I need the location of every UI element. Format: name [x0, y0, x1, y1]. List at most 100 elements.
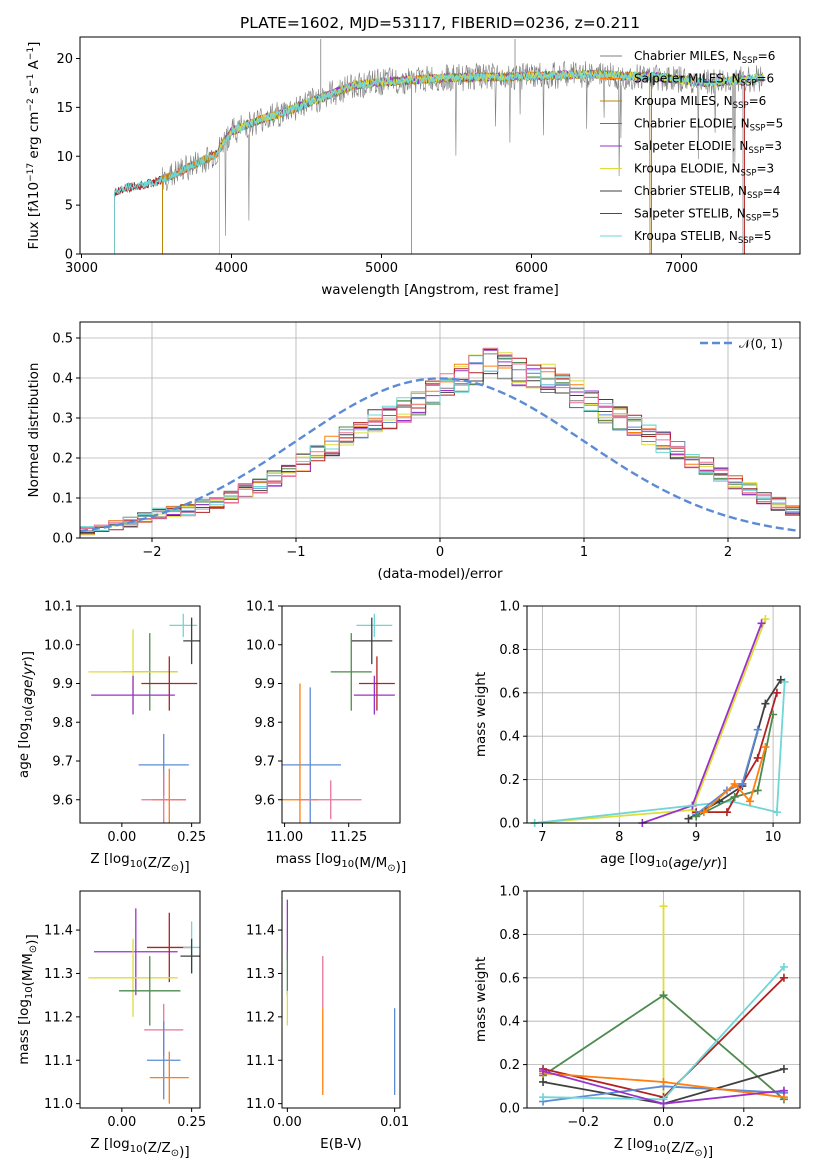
histogram-chabrier-stelib [80, 355, 800, 534]
y-tick-label: 9.9 [52, 677, 73, 692]
y-tick-label: 11.2 [246, 1010, 275, 1025]
weight-line-salpeter-miles [703, 746, 767, 813]
weight-marker [757, 619, 766, 628]
axes-frame [281, 890, 401, 1109]
y-tick-label: 15 [56, 101, 73, 116]
y-tick-label: 10.1 [44, 600, 73, 615]
weight-marker [684, 814, 693, 823]
x-axis-label: Z [log10(Z/Z⊙)] [614, 1136, 713, 1160]
legend-label: Kroupa ELODIE, NSSP=3 [634, 162, 774, 179]
weight-marker [692, 812, 701, 821]
mass-vs-reddening-panel: 0.00 0.01 11.0 11.1 11.2 11.3 11.4 E(B-V) [246, 890, 409, 1152]
age-vs-metallicity-panel: 0.00 0.25 9.6 9.7 9.8 9.9 10.0 10.1 Z [log10(Z/Z… [16, 600, 206, 876]
errorbar-point [330, 633, 372, 711]
weight-marker [699, 808, 708, 817]
weight-marker [659, 991, 668, 1000]
y-axis-label: Flux [fλ10−17 erg cm−2 s−1 A−1] [26, 42, 42, 250]
x-tick-label: 0.00 [107, 830, 136, 845]
y-tick-label: 11.0 [44, 1097, 73, 1112]
weight-marker [769, 710, 778, 719]
weight-marker [779, 973, 788, 982]
y-tick-label: 9.7 [52, 755, 73, 770]
weight-marker [776, 675, 785, 684]
legend: Chabrier MILES, NSSP=6 Salpeter MILES, NS… [600, 49, 783, 246]
errorbar-point [141, 772, 187, 823]
weight-marker [779, 962, 788, 971]
age-vs-mass-panel: 11.00 11.25 9.6 9.7 9.8 9.9 10.0 10.1 mass [log1… [246, 600, 406, 876]
histogram-pink [80, 347, 800, 529]
legend-label: Kroupa MILES, NSSP=6 [634, 94, 766, 111]
spectrum-lines [114, 38, 765, 254]
y-axis-label: mass [log10(M/M⊙)] [16, 934, 40, 1064]
x-axis-label: wavelength [Angstrom, rest frame] [321, 282, 559, 298]
y-tick-label: 11.4 [44, 924, 73, 939]
weight-marker [730, 792, 739, 801]
y-tick-label: 9.6 [254, 793, 275, 808]
x-tick-label: 0.00 [273, 1115, 302, 1130]
y-tick-label: 0.6 [499, 971, 520, 986]
mass-weight-vs-age-panel: 7 8 9 10 0.0 0.2 0.4 0.6 0.8 1.0 age [log10(age/yr… [473, 600, 801, 871]
y-tick-label: 9.6 [52, 793, 73, 808]
weight-marker [539, 1093, 548, 1102]
x-tick-label: 9 [692, 830, 700, 845]
y-tick-label: 0 [65, 248, 73, 263]
weight-marker [753, 753, 762, 762]
y-tick-label: 0.4 [499, 730, 520, 745]
axes-frame [79, 36, 801, 255]
legend-label: Chabrier ELODIE, NSSP=5 [634, 117, 783, 134]
y-tick-label: 0.5 [52, 332, 73, 347]
weight-marker [779, 1086, 788, 1095]
y-axis-label: Normed distribution [26, 363, 42, 498]
weight-marker [746, 797, 755, 806]
y-tick-label: 0.0 [499, 1102, 520, 1117]
spectrum-panel: 3000 4000 5000 6000 7000 0 5 10 15 20 wavelength [… [26, 36, 801, 298]
weight-marker [761, 743, 770, 752]
y-tick-label: 9.7 [254, 755, 275, 770]
y-axis-label: mass weight [473, 957, 489, 1042]
axes-frame [526, 605, 801, 824]
x-tick-label: 0.01 [380, 1115, 409, 1130]
y-tick-label: 11.3 [246, 967, 275, 982]
x-tick-label: 0 [436, 545, 444, 560]
errorbar-point [149, 1051, 189, 1104]
errorbar-point [146, 1021, 181, 1100]
x-tick-label: 0.00 [107, 1115, 136, 1130]
x-tick-label: −2 [142, 545, 161, 560]
y-tick-label: 10.0 [246, 638, 275, 653]
x-tick-label: 0.0 [653, 1115, 674, 1130]
errorbar-point [299, 780, 362, 820]
x-tick-label: 2 [724, 545, 732, 560]
weight-marker [539, 1067, 548, 1076]
x-tick-label: 0.25 [177, 1115, 206, 1130]
x-tick-label: 11.25 [330, 830, 367, 845]
weight-marker [539, 1077, 548, 1086]
errorbar-point [141, 656, 198, 711]
histogram-salpeter-stelib [80, 349, 800, 535]
y-tick-label: 11.4 [246, 924, 275, 939]
errorbar-point [353, 675, 395, 715]
weight-marker [772, 688, 781, 697]
y-tick-label: 9.8 [52, 716, 73, 731]
y-tick-label: 10 [56, 150, 73, 165]
y-axis-label: mass weight [473, 672, 489, 757]
error-bars [282, 613, 395, 823]
weight-marker [761, 699, 770, 708]
y-tick-label: 11.2 [44, 1010, 73, 1025]
y-tick-label: 0.1 [52, 492, 73, 507]
y-tick-label: 0.8 [499, 643, 520, 658]
y-tick-label: 20 [56, 52, 73, 67]
x-tick-label: 5000 [365, 261, 398, 276]
y-tick-label: 0.2 [499, 1058, 520, 1073]
y-tick-label: 11.1 [246, 1054, 275, 1069]
errorbar-point [169, 613, 198, 637]
x-axis-label: mass [log10(M/M⊙)] [276, 851, 406, 875]
weight-marker [659, 1077, 668, 1086]
y-tick-label: 0.6 [499, 686, 520, 701]
x-tick-label: −0.2 [567, 1115, 599, 1130]
spectrum-line-kroupa-miles [162, 68, 651, 254]
weight-marker [659, 1099, 668, 1108]
y-tick-label: 11.3 [44, 967, 73, 982]
x-tick-label: 8 [615, 830, 623, 845]
x-tick-label: 11.00 [266, 830, 303, 845]
